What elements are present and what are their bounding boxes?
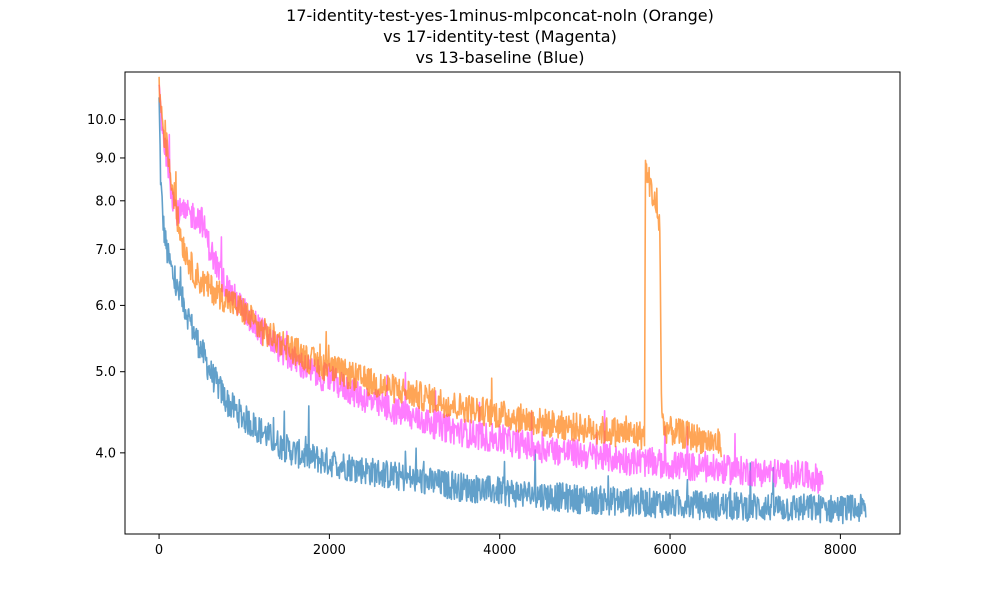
series-line (158, 97, 867, 525)
y-tick-label: 8.0 (95, 194, 116, 209)
y-tick-label: 10.0 (87, 113, 116, 128)
series-layer (158, 76, 867, 525)
plot-frame (124, 71, 901, 535)
y-tick-label: 7.0 (95, 243, 116, 258)
x-tick-label: 0 (155, 543, 163, 558)
x-tick-label: 4000 (483, 543, 516, 558)
y-axis: 4.0 5.0 6.0 7.0 8.0 9.0 10.0 (87, 113, 125, 461)
series-line (158, 76, 722, 458)
y-tick-label: 9.0 (95, 151, 116, 166)
y-tick-label: 5.0 (95, 365, 116, 380)
x-axis: 0 2000 4000 6000 8000 (155, 534, 857, 558)
chart-title-line-1: 17-identity-test-yes-1minus-mlpconcat-no… (286, 6, 714, 25)
y-tick-label: 6.0 (95, 299, 116, 314)
x-tick-label: 8000 (824, 543, 857, 558)
x-tick-label: 6000 (654, 543, 687, 558)
x-tick-label: 2000 (313, 543, 346, 558)
chart-title-line-3: vs 13-baseline (Blue) (415, 48, 585, 67)
chart-title-line-2: vs 17-identity-test (Magenta) (383, 27, 617, 46)
y-tick-label: 4.0 (95, 446, 116, 461)
